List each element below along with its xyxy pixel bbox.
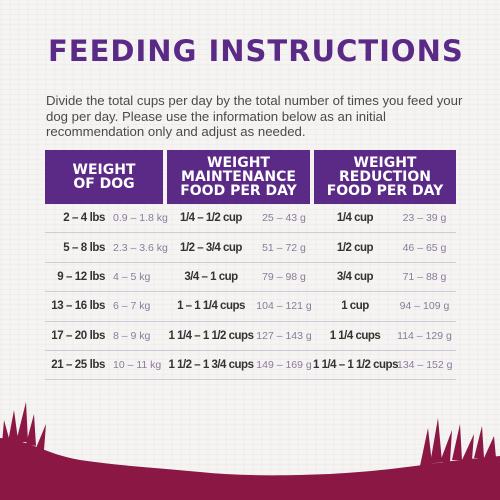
weight-kg: 0.9 – 1.8 kg — [113, 212, 168, 225]
maintenance-grams: 127 – 143 g — [256, 329, 312, 342]
reduction-cups: 3/4 cup — [336, 270, 374, 283]
maintenance-grams: 25 – 43 g — [262, 212, 306, 225]
maintenance-grams: 51 – 72 g — [262, 241, 306, 254]
intro-text: Divide the total cups per day by the tot… — [46, 93, 463, 139]
reduction-cups: 1/4 cup — [336, 212, 374, 225]
weight-lbs: 2 – 4 lbs — [63, 212, 105, 225]
weight-lbs: 9 – 12 lbs — [57, 270, 105, 283]
table-row: 13 – 16 lbs 6 – 7 kg 1 – 1 1/4 cups 104 … — [45, 292, 456, 322]
table-row: 21 – 25 lbs 10 – 11 kg 1 1/2 – 1 3/4 cup… — [45, 351, 456, 381]
reduction-grams: 46 – 65 g — [402, 241, 447, 254]
weight-kg: 10 – 11 kg — [113, 359, 162, 372]
reduction-cups: 1/2 cup — [336, 241, 374, 254]
weight-lbs: 5 – 8 lbs — [63, 241, 105, 254]
maintenance-grams: 104 – 121 g — [256, 300, 312, 313]
reduction-grams: 23 – 39 g — [402, 212, 447, 225]
header-weight-of-dog: WEIGHT OF DOG — [45, 150, 163, 204]
feeding-table: WEIGHT OF DOG WEIGHT MAINTENANCE FOOD PE… — [45, 150, 456, 381]
reduction-grams: 94 – 109 g — [399, 300, 450, 313]
header-maintenance: WEIGHT MAINTENANCE FOOD PER DAY — [167, 150, 310, 204]
weight-lbs: 17 – 20 lbs — [51, 329, 105, 342]
table-row: 17 – 20 lbs 8 – 9 kg 1 1/4 – 1 1/2 cups … — [45, 322, 456, 351]
reduction-cups: 1 cup — [341, 300, 369, 313]
header-reduction: WEIGHT REDUCTION FOOD PER DAY — [314, 150, 456, 204]
maintenance-cups: 1 – 1 1/4 cups — [177, 300, 245, 313]
maintenance-cups: 1 1/2 – 1 3/4 cups — [168, 359, 254, 372]
reduction-grams: 71 – 88 g — [402, 270, 447, 283]
page-title: FEEDING INSTRUCTIONS — [48, 34, 464, 68]
table-row: 2 – 4 lbs 0.9 – 1.8 kg 1/4 – 1/2 cup 25 … — [45, 204, 456, 234]
table-header: WEIGHT OF DOG WEIGHT MAINTENANCE FOOD PE… — [45, 150, 456, 204]
maintenance-cups: 3/4 – 1 cup — [184, 270, 238, 283]
maintenance-grams: 79 – 98 g — [262, 270, 306, 283]
weight-kg: 4 – 5 kg — [113, 270, 151, 283]
maintenance-cups: 1/2 – 3/4 cup — [180, 241, 242, 254]
table-row: 5 – 8 lbs 2.3 – 3.6 kg 1/2 – 3/4 cup 51 … — [45, 233, 456, 263]
weight-kg: 6 – 7 kg — [113, 300, 151, 313]
reduction-grams: 134 – 152 g — [397, 359, 453, 372]
reduction-grams: 114 – 129 g — [397, 329, 452, 342]
grass-illustration — [0, 402, 500, 500]
table-row: 9 – 12 lbs 4 – 5 kg 3/4 – 1 cup 79 – 98 … — [45, 263, 456, 293]
maintenance-cups: 1/4 – 1/2 cup — [180, 212, 242, 225]
weight-kg: 2.3 – 3.6 kg — [113, 241, 168, 254]
reduction-cups: 1 1/4 – 1 1/2 cups — [313, 359, 398, 372]
weight-lbs: 21 – 25 lbs — [51, 359, 105, 372]
weight-kg: 8 – 9 kg — [113, 329, 151, 342]
weight-lbs: 13 – 16 lbs — [51, 300, 105, 313]
maintenance-cups: 1 1/4 – 1 1/2 cups — [168, 329, 254, 342]
maintenance-grams: 149 – 169 g — [256, 359, 312, 372]
reduction-cups: 1 1/4 cups — [329, 329, 381, 342]
